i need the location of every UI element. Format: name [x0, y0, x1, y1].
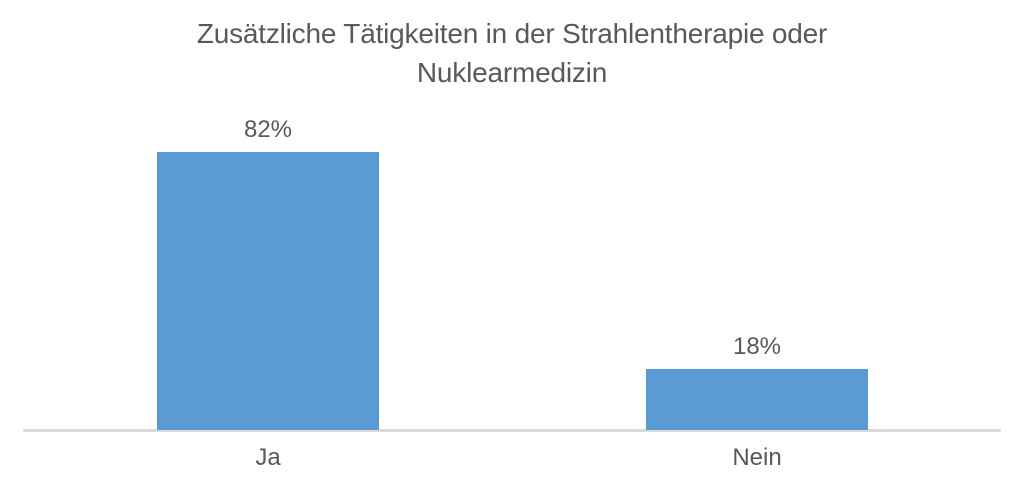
data-label-nein: 18%	[732, 333, 782, 360]
category-label-nein: Nein	[732, 444, 782, 471]
chart-title: Zusätzliche Tätigkeiten in der Strahlent…	[0, 14, 1024, 92]
x-axis-line	[23, 429, 1001, 432]
chart-title-line2: Nuklearmedizin	[416, 57, 608, 88]
chart-title-line1: Zusätzliche Tätigkeiten in der Strahlent…	[196, 18, 828, 49]
bar-nein	[646, 369, 868, 430]
data-label-ja: 82%	[243, 116, 293, 143]
category-label-ja: Ja	[255, 444, 281, 471]
bar-ja	[157, 152, 379, 430]
